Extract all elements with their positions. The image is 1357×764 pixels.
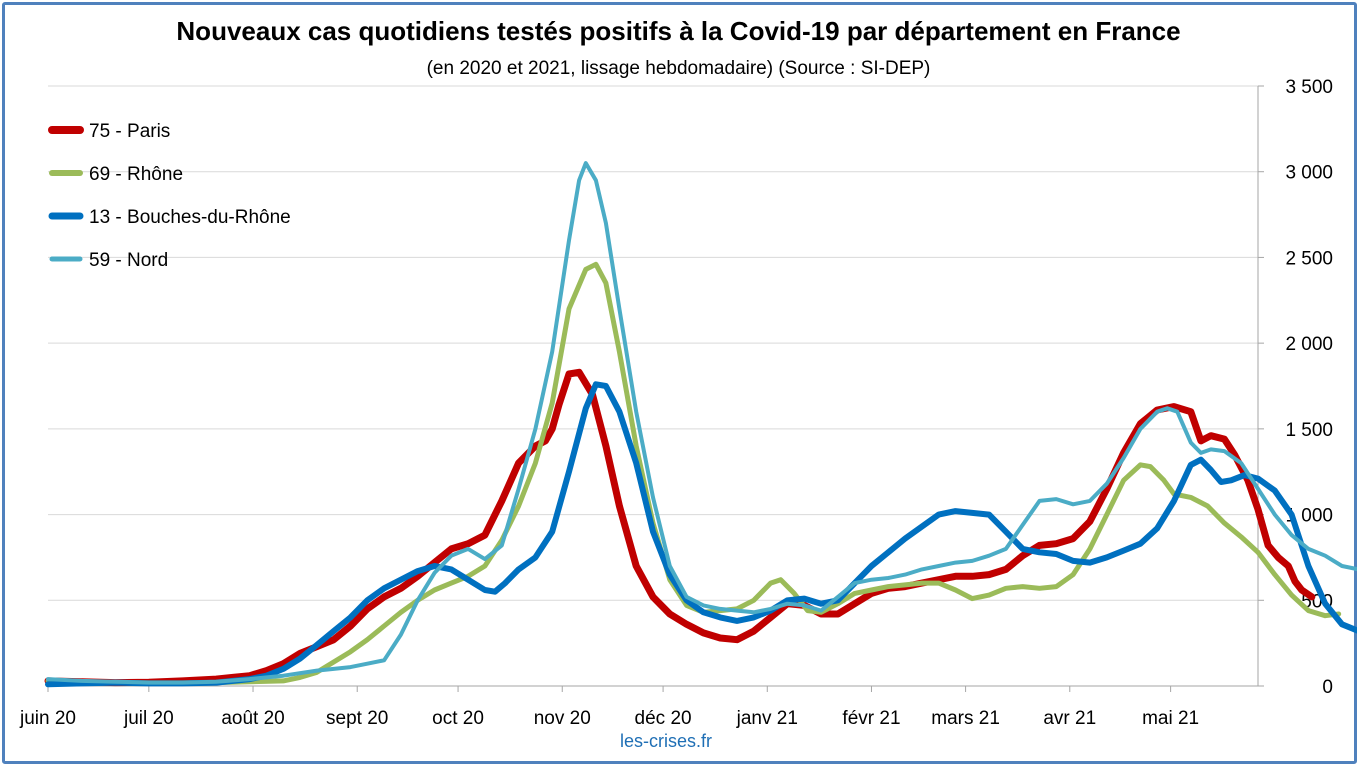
y-tick-label-2: 1 000 bbox=[1285, 506, 1333, 527]
y-tick-label-7: 3 500 bbox=[1285, 77, 1333, 98]
x-tick-label-3: sept 20 bbox=[326, 708, 388, 729]
legend-label-2: 13 - Bouches-du-Rhône bbox=[89, 207, 291, 228]
x-tick-label-0: juin 20 bbox=[19, 708, 76, 729]
legend: 75 - Paris 69 - Rhône 13 - Bouches-du-Rhôn… bbox=[48, 121, 291, 271]
grid-lines bbox=[48, 85, 1258, 601]
legend-label-0: 75 - Paris bbox=[89, 121, 170, 142]
chart-title: Nouveaux cas quotidiens testés positifs … bbox=[176, 16, 1181, 46]
x-tick-label-9: mars 21 bbox=[931, 708, 1000, 729]
y-tick-label-5: 2 500 bbox=[1285, 248, 1333, 269]
x-tick-label-6: déc 20 bbox=[635, 708, 692, 729]
legend-label-3: 59 - Nord bbox=[89, 250, 168, 271]
y-tick-label-6: 3 000 bbox=[1285, 163, 1333, 184]
series-line-0 bbox=[44, 368, 1316, 687]
axes bbox=[47, 85, 1264, 692]
series-line-3 bbox=[46, 161, 1357, 685]
x-tick-label-1: juil 20 bbox=[123, 708, 174, 729]
legend-label-1: 69 - Rhône bbox=[89, 164, 183, 185]
x-tick-label-7: janv 21 bbox=[736, 708, 798, 729]
y-tick-label-4: 2 000 bbox=[1285, 334, 1333, 355]
x-tick-label-5: nov 20 bbox=[534, 708, 591, 729]
y-tick-label-3: 1 500 bbox=[1285, 420, 1333, 441]
x-tick-label-11: mai 21 bbox=[1142, 708, 1199, 729]
series-line-2 bbox=[45, 381, 1357, 688]
source-credit: les-crises.fr bbox=[620, 731, 713, 751]
series-lines bbox=[44, 161, 1357, 688]
x-tick-label-4: oct 20 bbox=[432, 708, 484, 729]
series-line-1 bbox=[45, 261, 1342, 686]
y-tick-label-0: 0 bbox=[1322, 677, 1333, 698]
x-tick-label-8: févr 21 bbox=[842, 708, 900, 729]
x-axis-tick-labels: juin 20 juil 20 août 20 sept 20 oct 20 nov 20… bbox=[19, 708, 1199, 729]
x-tick-label-2: août 20 bbox=[221, 708, 284, 729]
chart-subtitle: (en 2020 et 2021, lissage hebdomadaire) … bbox=[426, 58, 931, 79]
x-tick-label-10: avr 21 bbox=[1043, 708, 1096, 729]
